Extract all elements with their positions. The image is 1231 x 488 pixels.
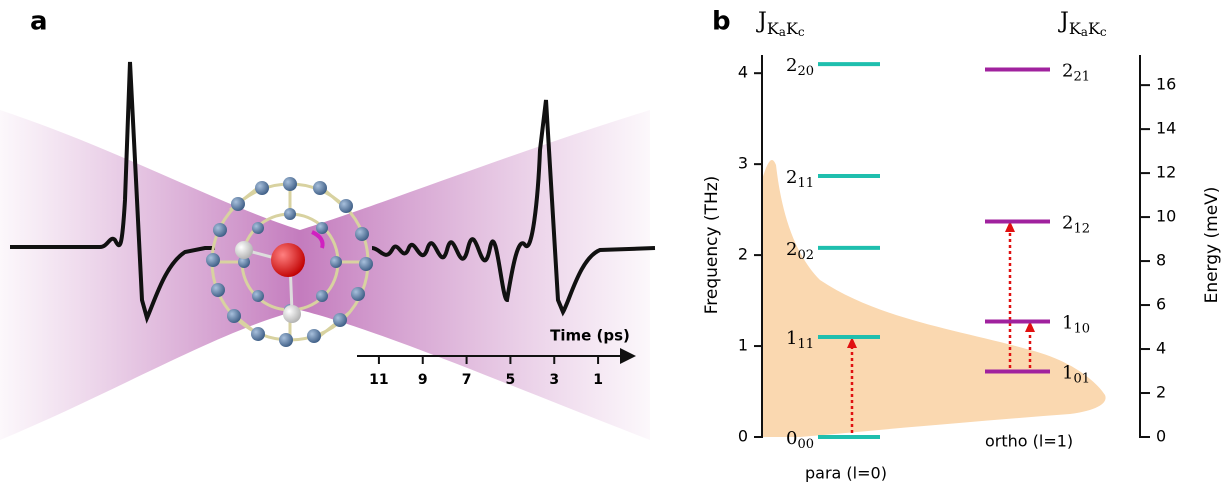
x-tick-label: 1 [593,372,603,388]
panel-label: b [712,7,731,37]
level-label: 221 [1062,61,1090,85]
y-tick-label: 4 [738,63,748,82]
level-label-sub: 21 [1073,69,1090,84]
y2-tick-label: 8 [1156,251,1166,270]
cage-atoms [206,177,373,347]
x-tick-label: 5 [506,372,516,388]
y2-tick-label: 14 [1156,119,1176,138]
y2-tick-label: 0 [1156,427,1166,446]
transitions [847,221,1035,433]
panel-label: a [30,7,48,37]
y2-tick-label: 6 [1156,295,1166,314]
y-tick-label: 0 [738,427,748,446]
level-label-main: 1 [1062,363,1073,384]
y2-tick-label: 10 [1156,207,1176,226]
waveform [10,61,215,324]
y2-tick-label: 4 [1156,339,1166,358]
level-label-main: 2 [786,55,797,76]
svg-text:JKaKc: JKaKc [1058,9,1107,39]
beam [0,110,650,440]
hydrogen [283,305,301,323]
pulse-spectrum [762,160,1106,437]
axis-arrow [620,348,636,364]
y2-tick-label: 2 [1156,383,1166,402]
level-label: 000 [786,428,814,452]
level-label-main: 2 [1062,212,1073,233]
level-label-main: 2 [786,167,797,188]
level-label-sub: 12 [1073,221,1090,236]
level-label-sub: 20 [797,64,814,79]
y-tick-label: 3 [738,154,748,173]
series-label: para (l=0) [805,464,887,483]
y2-tick-label: 12 [1156,163,1176,182]
level-label-sub: 11 [797,175,814,190]
level-label-sub: 01 [1073,371,1090,386]
x-tick-label: 11 [369,372,388,388]
y-tick-label: 1 [738,336,748,355]
y-tick-label: 2 [738,245,748,264]
level-label-main: 2 [786,239,797,260]
level-label: 202 [786,239,814,262]
x-tick-label: 7 [462,372,472,388]
level-label-main: 1 [1062,312,1073,333]
level-label: 212 [1062,212,1090,236]
rotation-arrow [311,230,325,249]
hydrogen [235,241,253,259]
oxygen [271,243,305,277]
level-label-sub: 02 [797,247,814,262]
x-tick-label: 3 [549,372,559,388]
x-tick-label: 9 [418,372,428,388]
time-axis: Time (ps) [357,327,636,364]
header: JKaKc JKaKc [756,9,1107,39]
svg-text:JKaKc: JKaKc [756,9,805,39]
level-label: 101 [1062,363,1090,387]
level-label-sub: 11 [797,336,814,351]
level-label: 110 [1062,312,1090,336]
level-label-main: 1 [786,328,797,349]
level-label: 111 [786,328,814,352]
level-label: 220 [786,55,814,79]
level-label: 211 [786,167,814,191]
axis-title: Time (ps) [550,327,630,345]
level-label-sub: 00 [797,437,814,452]
y2-tick-label: 16 [1156,75,1176,94]
level-label-main: 0 [786,428,797,449]
axis-title: Energy (meV) [1202,187,1222,304]
level-label-sub: 10 [1073,321,1090,336]
level-label-main: 2 [1062,61,1073,82]
axis-title: Frequency (THz) [702,176,722,315]
series-label: ortho (l=1) [985,432,1073,451]
waveform [371,99,656,317]
